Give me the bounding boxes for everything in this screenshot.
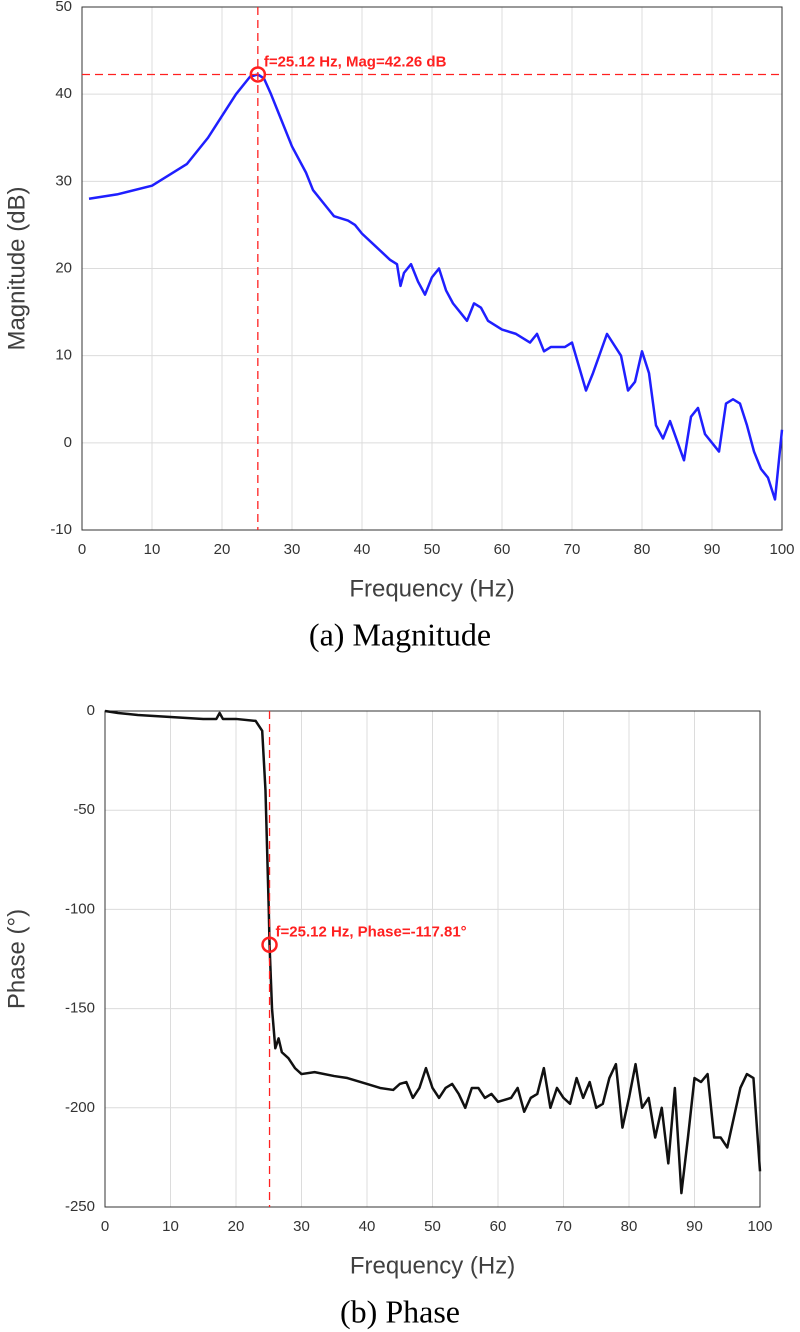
- y-tick-label: 0: [87, 702, 95, 719]
- x-tick-label: 0: [101, 1218, 109, 1235]
- y-tick-label: -250: [65, 1198, 95, 1215]
- x-tick-label: 60: [494, 541, 511, 558]
- annotation-text: f=25.12 Hz, Phase=-117.81°: [276, 924, 467, 941]
- y-tick-label: 10: [55, 347, 72, 364]
- caption: (b) Phase: [340, 1293, 460, 1329]
- x-tick-label: 50: [424, 541, 441, 558]
- annotation-marker: [249, 66, 267, 83]
- annotation-text: f=25.12 Hz, Mag=42.26 dB: [264, 53, 447, 70]
- x-tick-label: 0: [78, 541, 86, 558]
- plot-frame: [104, 710, 761, 1208]
- y-tick-label: -100: [65, 900, 95, 917]
- x-tick-label: 70: [555, 1218, 572, 1235]
- y-tick-label: -10: [50, 521, 72, 538]
- x-tick-label: 90: [704, 541, 721, 558]
- y-tick-label: -50: [73, 801, 95, 818]
- x-tick-label: 60: [490, 1218, 507, 1235]
- y-tick-label: 30: [55, 172, 72, 189]
- x-axis-label: Frequency (Hz): [350, 1252, 515, 1279]
- y-axis-label: Phase (°): [3, 909, 30, 1009]
- annotation-marker: [261, 936, 278, 953]
- x-tick-label: 20: [228, 1218, 245, 1235]
- y-tick-label: -200: [65, 1099, 95, 1116]
- x-tick-label: 80: [621, 1218, 638, 1235]
- plot-frame: [81, 6, 783, 531]
- y-tick-label: 0: [64, 434, 72, 451]
- y-tick-label: 40: [55, 85, 72, 102]
- x-tick-label: 10: [144, 541, 161, 558]
- caption: (a) Magnitude: [309, 616, 491, 652]
- x-tick-label: 90: [686, 1218, 703, 1235]
- x-tick-label: 50: [424, 1218, 441, 1235]
- x-tick-label: 40: [354, 541, 371, 558]
- x-tick-label: 80: [634, 541, 651, 558]
- x-tick-label: 100: [747, 1218, 772, 1235]
- x-tick-label: 10: [162, 1218, 179, 1235]
- x-tick-label: 20: [214, 541, 231, 558]
- y-axis-label: Magnitude (dB): [3, 186, 30, 350]
- y-tick-label: 20: [55, 259, 72, 276]
- x-tick-label: 30: [293, 1218, 310, 1235]
- y-tick-label: -150: [65, 1000, 95, 1017]
- data-line: [88, 73, 784, 501]
- x-tick-label: 30: [284, 541, 301, 558]
- y-tick-label: 50: [55, 0, 72, 15]
- data-line: [104, 709, 762, 1195]
- x-tick-label: 70: [564, 541, 581, 558]
- x-tick-label: 40: [359, 1218, 376, 1235]
- x-tick-label: 100: [769, 541, 794, 558]
- x-axis-label: Frequency (Hz): [349, 575, 514, 602]
